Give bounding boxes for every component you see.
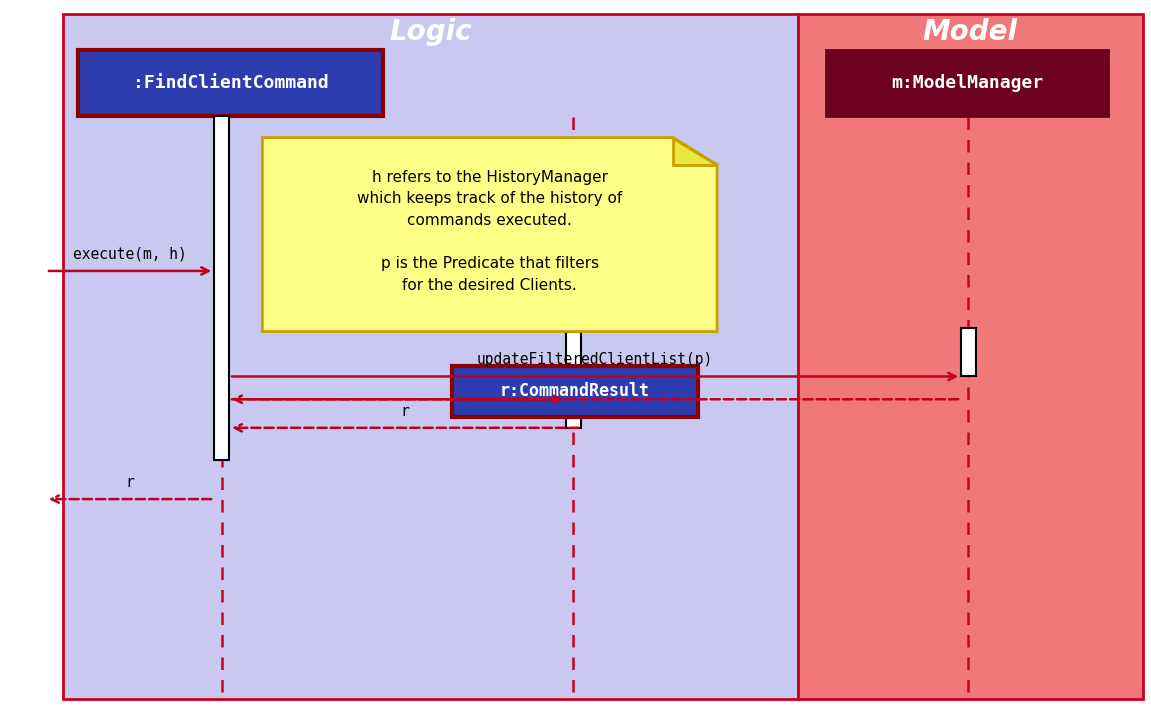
FancyBboxPatch shape: [798, 14, 1143, 699]
Text: Logic: Logic: [389, 18, 472, 46]
FancyBboxPatch shape: [214, 116, 229, 460]
FancyBboxPatch shape: [63, 14, 798, 699]
Text: updateFilteredClientList(p): updateFilteredClientList(p): [477, 352, 714, 367]
Text: r: r: [125, 475, 135, 490]
Polygon shape: [262, 138, 717, 332]
Text: m:ModelManager: m:ModelManager: [891, 73, 1044, 92]
FancyBboxPatch shape: [961, 328, 976, 376]
Text: r: r: [401, 404, 410, 419]
FancyBboxPatch shape: [78, 50, 383, 116]
Text: execute(m, h): execute(m, h): [74, 247, 186, 262]
Polygon shape: [673, 138, 717, 165]
Text: :FindClientCommand: :FindClientCommand: [132, 73, 329, 92]
FancyBboxPatch shape: [826, 50, 1108, 116]
Text: Model: Model: [923, 18, 1017, 46]
Text: h refers to the HistoryManager
which keeps track of the history of
commands exec: h refers to the HistoryManager which kee…: [357, 170, 623, 292]
FancyBboxPatch shape: [566, 332, 581, 428]
Text: r:CommandResult: r:CommandResult: [500, 382, 650, 401]
FancyBboxPatch shape: [452, 366, 698, 417]
